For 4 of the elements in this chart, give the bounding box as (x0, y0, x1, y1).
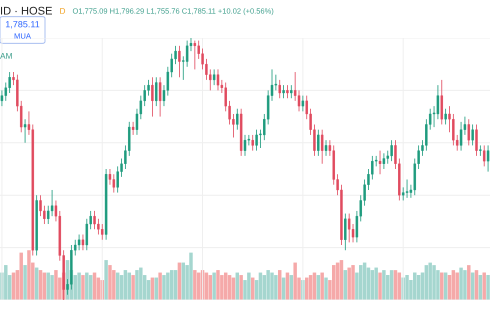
text: D (60, 8, 66, 14)
text: 1,785.11 (6, 21, 40, 28)
annotation: AM (0, 53, 12, 59)
chart-title: ID · HOSE (1, 6, 52, 15)
